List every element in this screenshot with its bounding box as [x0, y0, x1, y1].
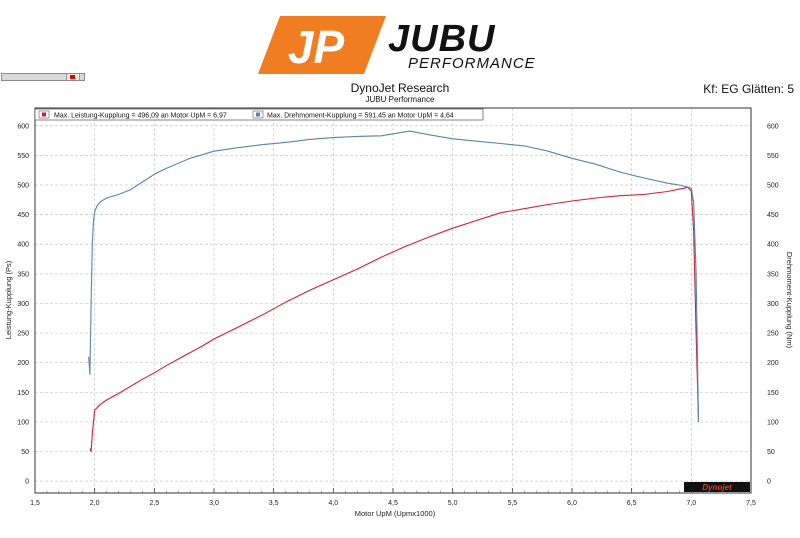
x-tick-label: 6,0	[567, 500, 577, 507]
jp-logo-letters: JP	[288, 21, 345, 73]
horizontal-scrollbar[interactable]	[1, 73, 85, 81]
legend-swatch-torque	[256, 112, 260, 117]
y-right-tick-label: 100	[767, 419, 779, 426]
series-lines	[88, 130, 700, 453]
legend-label-power: Max. Leistung-Kupplung = 496,09 an Motor…	[54, 113, 227, 120]
y-left-tick-label: 250	[17, 331, 29, 338]
y-right-tick-label: 0	[767, 479, 771, 486]
y-right-tick-label: 400	[767, 242, 779, 249]
jubu-wordmark: JUBU	[388, 18, 496, 60]
y-right-tick-label: 500	[767, 183, 779, 190]
x-tick-label: 3,5	[269, 500, 279, 507]
scrollbar-thumb[interactable]	[66, 74, 80, 80]
y-left-tick-label: 600	[17, 123, 29, 130]
y-right-tick-label: 250	[767, 331, 779, 338]
y-right-tick-label: 50	[767, 449, 775, 456]
power-curve	[89, 186, 700, 453]
dynojet-badge: Dynojet	[684, 482, 750, 492]
torque-curve	[88, 130, 700, 422]
y-right-tick-label: 150	[767, 390, 779, 397]
y-left-tick-label: 300	[17, 301, 29, 308]
y-right-tick-label: 350	[767, 271, 779, 278]
y-right-tick-label: 200	[767, 360, 779, 367]
grid-lines	[34, 108, 752, 493]
dynojet-badge-text: Dynojet	[702, 483, 732, 492]
y-axis-left-label: Leistung-Kupplung (Ps)	[4, 260, 13, 339]
jubu-performance-logo: JP JUBU PERFORMANCE	[258, 16, 536, 74]
x-tick-label: 3,0	[209, 500, 219, 507]
y-left-tick-label: 400	[17, 242, 29, 249]
x-tick-label: 2,5	[149, 500, 159, 507]
x-axis-label: Motor UpM (Upmx1000)	[355, 509, 436, 518]
jp-logo-mark	[258, 16, 386, 74]
y-left-tick-label: 100	[17, 419, 29, 426]
x-tick-labels: 1,5 2,0 2,5 3,0 3,5 4,0 4,5 5,0 5,5 6,0 6,5 7,0 7,5	[30, 500, 756, 507]
legend: Max. Leistung-Kupplung = 496,09 an Motor…	[34, 108, 484, 121]
x-tick-label: 4,0	[328, 500, 338, 507]
performance-wordmark: PERFORMANCE	[408, 55, 536, 72]
y-left-tick-label: 0	[25, 479, 29, 486]
y-left-tick-label: 550	[17, 153, 29, 160]
y-left-tick-label: 50	[21, 449, 29, 456]
y-left-tick-labels: 0 50 100 150 200 250 300 350 400 450 500 550 600	[17, 123, 29, 485]
x-tick-label: 2,0	[90, 500, 100, 507]
x-tick-label: 5,5	[507, 500, 517, 507]
y-left-tick-label: 450	[17, 212, 29, 219]
legend-label-torque: Max. Drehmoment-Kupplung = 591,45 an Mot…	[267, 113, 454, 120]
x-tick-marks	[34, 488, 752, 493]
y-left-tick-label: 350	[17, 271, 29, 278]
x-tick-label: 7,0	[686, 500, 696, 507]
legend-swatch-power	[42, 112, 46, 117]
x-tick-label: 7,5	[746, 500, 756, 507]
x-tick-label: 6,5	[627, 500, 637, 507]
y-right-tick-label: 300	[767, 301, 779, 308]
smoothing-label: Kf: EG Glätten: 5	[703, 82, 794, 96]
x-tick-label: 5,0	[448, 500, 458, 507]
y-left-tick-label: 150	[17, 390, 29, 397]
y-axis-right-label: Drehmoment-Kupplung (Nm)	[785, 252, 794, 349]
y-right-tick-label: 600	[767, 123, 779, 130]
y-right-tick-label: 550	[767, 153, 779, 160]
y-right-tick-labels: 0 50 100 150 200 250 300 350 400 450 500 550 600	[767, 123, 779, 485]
y-left-tick-label: 500	[17, 183, 29, 190]
scroll-marker	[70, 75, 75, 79]
x-tick-label: 1,5	[30, 500, 40, 507]
y-left-tick-label: 200	[17, 360, 29, 367]
chart-subtitle: JUBU Performance	[365, 95, 435, 104]
chart-title: DynoJet Research	[350, 81, 450, 95]
x-tick-label: 4,5	[388, 500, 398, 507]
y-right-tick-label: 450	[767, 212, 779, 219]
